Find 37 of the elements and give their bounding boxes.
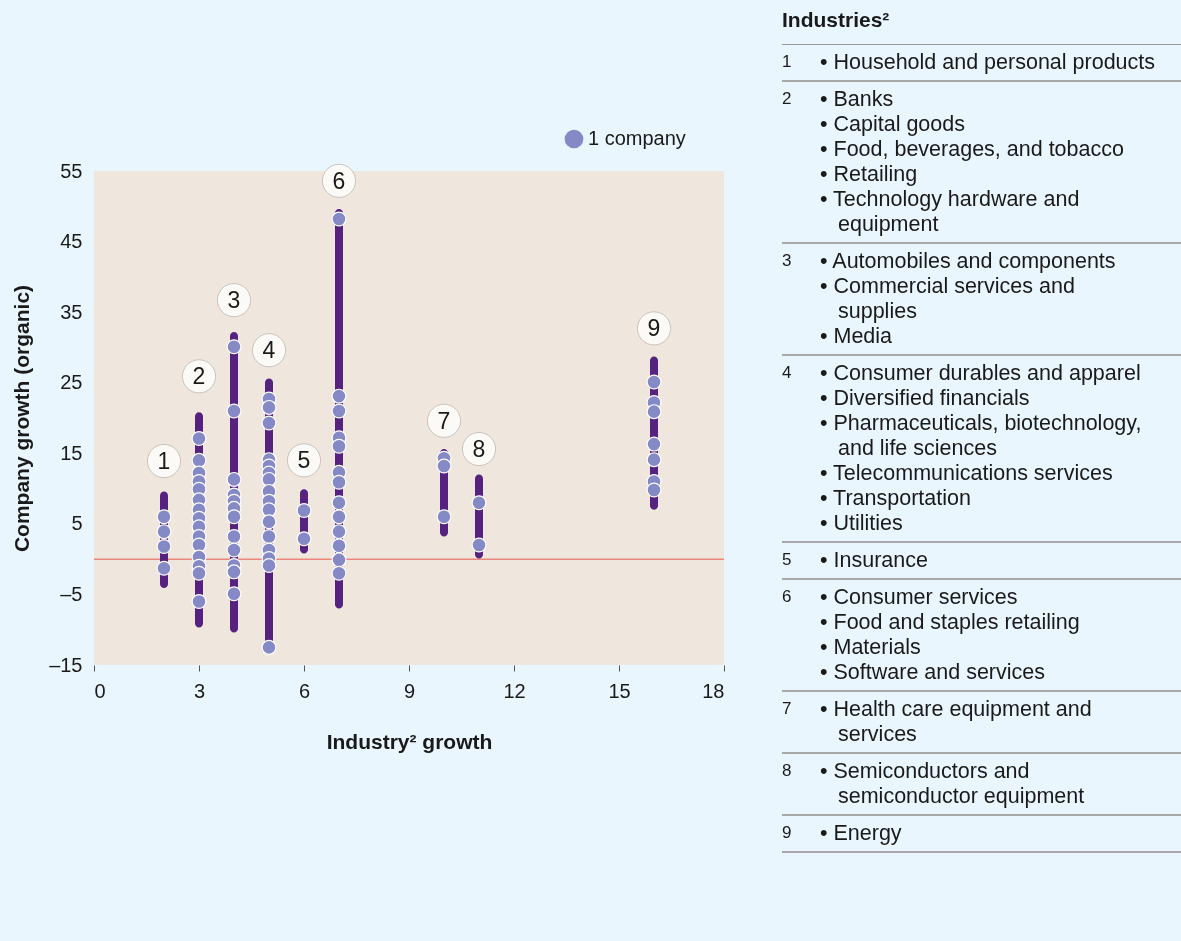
y-tick-label: 55 (60, 159, 83, 182)
y-tick-label: –15 (49, 653, 83, 676)
annotation: 7 (437, 407, 451, 434)
text: 2 • Banks • Capital goods • Food, beverages, and tobacco • Retailing • Technology hardware and equipment (782, 87, 1124, 236)
text: 1 • Household and personal products (782, 50, 1156, 74)
x-tick-label: 12 (503, 679, 526, 702)
text: 8 • Semiconductors and semiconductor equipment (782, 759, 1085, 808)
x-tick-label: 0 (94, 679, 106, 702)
y-tick-label: 25 (60, 371, 83, 394)
x-tick-label: 3 (193, 679, 206, 702)
annotation: 8 (472, 436, 486, 463)
x-axis-title: Industry² growth (326, 729, 493, 753)
y-tick-label: 35 (60, 300, 83, 323)
text: Industries² (782, 0, 1181, 45)
annotation: 5 (297, 447, 311, 474)
text: 5 • Insurance (782, 548, 928, 572)
annotation: 1 (157, 448, 171, 475)
annotation: 6 (332, 167, 346, 194)
y-tick-label: 45 (60, 230, 83, 253)
annotation: 3 (227, 287, 241, 314)
x-tick-label: 15 (608, 679, 631, 702)
text: 6 • Consumer services • Food and staples retailing • Materials • Software and services (782, 585, 1080, 684)
annotation: 4 (262, 337, 276, 364)
text: 4 • Consumer durables and apparel • Diversified financials • Pharmaceuticals, biotechnology, and life sciences • Telecommunications services • Transportation • Utilities (782, 361, 1142, 535)
text: 9 • Energy (782, 821, 902, 845)
y-tick-label: 5 (71, 512, 83, 535)
y-tick-label: –5 (60, 582, 83, 605)
y-axis-title: Company growth (organic) (10, 284, 34, 553)
y-tick-label: 15 (60, 441, 83, 464)
x-tick-label: 6 (298, 679, 311, 702)
x-tick-label: 18 (702, 679, 725, 702)
annotation: 9 (647, 315, 661, 342)
annotation: 2 (192, 363, 206, 390)
x-tick-label: 9 (403, 679, 416, 702)
text: 3 • Automobiles and components • Commercial services and supplies • Media (782, 249, 1116, 348)
legend-label: 1 company (588, 127, 686, 149)
text: 7 • Health care equipment and services (782, 697, 1092, 746)
